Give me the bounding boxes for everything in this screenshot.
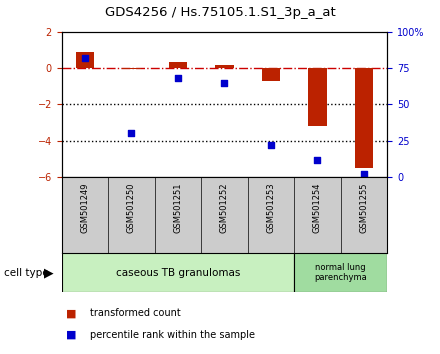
Text: normal lung
parenchyma: normal lung parenchyma	[314, 263, 367, 282]
Text: ■: ■	[66, 330, 77, 339]
Point	[360, 171, 367, 177]
Text: GSM501249: GSM501249	[81, 182, 89, 233]
Text: GSM501254: GSM501254	[313, 182, 322, 233]
Bar	[62, 253, 294, 292]
Text: ■: ■	[66, 308, 77, 318]
Text: transformed count: transformed count	[90, 308, 181, 318]
Text: cell type: cell type	[4, 268, 49, 278]
Text: GDS4256 / Hs.75105.1.S1_3p_a_at: GDS4256 / Hs.75105.1.S1_3p_a_at	[105, 6, 335, 19]
Point	[128, 131, 135, 136]
Text: caseous TB granulomas: caseous TB granulomas	[116, 268, 240, 278]
Point	[314, 157, 321, 162]
Bar	[169, 62, 187, 68]
Text: ▶: ▶	[44, 266, 54, 279]
Bar	[355, 68, 373, 168]
Text: GSM501255: GSM501255	[359, 182, 368, 233]
Text: GSM501250: GSM501250	[127, 182, 136, 233]
Point	[268, 142, 275, 148]
Bar	[122, 68, 141, 69]
Text: percentile rank within the sample: percentile rank within the sample	[90, 330, 255, 339]
Point	[221, 80, 228, 85]
Bar	[308, 68, 327, 126]
Bar	[76, 52, 94, 68]
Point	[81, 55, 88, 61]
Point	[174, 75, 181, 81]
Text: GSM501253: GSM501253	[266, 182, 275, 233]
Bar	[262, 68, 280, 81]
Bar	[215, 64, 234, 68]
Text: GSM501252: GSM501252	[220, 182, 229, 233]
Text: GSM501251: GSM501251	[173, 182, 183, 233]
Bar	[294, 253, 387, 292]
